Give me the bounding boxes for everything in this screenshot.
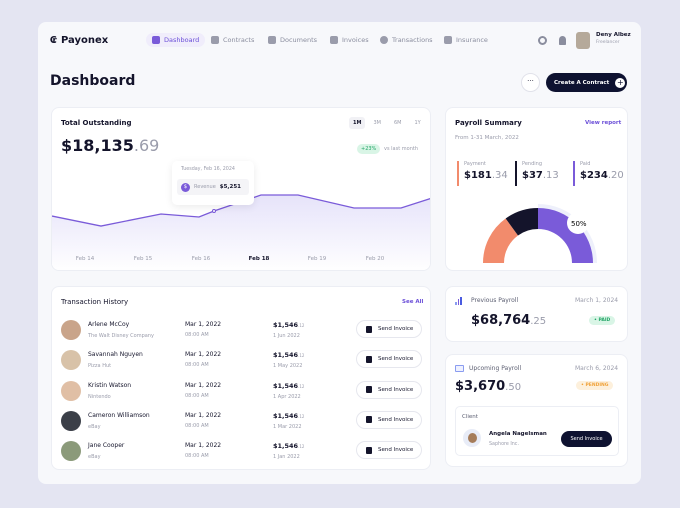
see-all-link[interactable]: See All [402, 299, 424, 305]
avatar [61, 320, 81, 340]
chart-tooltip: Tuesday, Feb 16, 2024 $ Revenue $5,251 [172, 161, 254, 205]
highlight-point [212, 209, 216, 213]
period-tabs: 1M 3M 6M 1Y [349, 117, 426, 129]
scan-icon [330, 36, 338, 44]
nav-documents[interactable]: Documents [268, 36, 317, 44]
transaction-row: Savannah Nguyen Pizza Hut Mar 1, 2022 08… [52, 350, 432, 380]
nav-insurance[interactable]: Insurance [444, 36, 488, 44]
send-invoice-button[interactable]: Send Invoice [561, 431, 612, 447]
transaction-history-card: Transaction History See All Arlene McCoy… [51, 286, 431, 470]
logo-icon: ₢ [50, 35, 57, 46]
user-avatar[interactable] [576, 32, 590, 49]
pending-badge: • PENDING [576, 381, 614, 390]
nav-transactions[interactable]: Transactions [380, 36, 433, 44]
invoice-icon [366, 325, 372, 333]
page-title: Dashboard [50, 73, 136, 89]
document-icon [268, 36, 276, 44]
send-invoice-button[interactable]: Send Invoice [356, 380, 422, 399]
invoice-icon [366, 355, 372, 363]
outstanding-amount: $18,135.69 [61, 136, 160, 155]
transaction-row: Jane Cooper eBay Mar 1, 2022 08:00 AM $1… [52, 441, 432, 471]
payroll-summary-card: Payroll Summary View report From 1-31 Ma… [445, 107, 628, 271]
x-tick-label: Feb 18 [249, 256, 270, 262]
upcoming-payroll-card: Upcoming Payroll March 6, 2024 $3,670.50… [445, 354, 628, 467]
change-badge: +23% [357, 144, 381, 154]
transaction-row: Cameron Williamson eBay Mar 1, 2022 08:0… [52, 410, 432, 441]
logo[interactable]: ₢ Payonex [50, 35, 109, 46]
x-tick-label: Feb 15 [134, 256, 153, 262]
period-1m[interactable]: 1M [349, 117, 366, 129]
payroll-gauge: 50% [483, 204, 597, 263]
invoice-icon [366, 446, 372, 454]
total-outstanding-card: Total Outstanding $18,135.69 1M 3M 6M 1Y… [51, 107, 431, 271]
x-tick-label: Feb 14 [76, 256, 95, 262]
invoice-icon [366, 416, 372, 424]
invoice-icon [366, 386, 372, 394]
x-tick-label: Feb 20 [366, 256, 385, 262]
send-invoice-button[interactable]: Send Invoice [356, 441, 422, 460]
gauge-label: 50% [571, 220, 587, 228]
client-avatar [463, 429, 481, 447]
gauge-payment [483, 218, 519, 263]
home-icon [152, 36, 160, 44]
more-button[interactable]: ··· [521, 73, 540, 92]
pen-icon [211, 36, 219, 44]
shield-icon [380, 36, 388, 44]
payroll-item-paid: Paid $234.20 [573, 161, 624, 186]
transaction-row: Arlene McCoy The Walt Disney Company Mar… [52, 320, 432, 350]
card-icon [444, 36, 452, 44]
send-invoice-button[interactable]: Send Invoice [356, 410, 422, 429]
avatar [61, 441, 81, 462]
period-6m[interactable]: 6M [393, 120, 402, 126]
avatar [61, 380, 81, 401]
period-1y[interactable]: 1Y [414, 120, 421, 126]
avatar [61, 350, 81, 371]
bell-icon[interactable] [559, 36, 566, 45]
payroll-item-pending: Pending $37.13 [515, 161, 559, 186]
nav-contracts[interactable]: Contracts [211, 36, 254, 44]
transaction-row: Kristin Watson Nintendo Mar 1, 2022 08:0… [52, 380, 432, 411]
x-tick-label: Feb 16 [192, 256, 211, 262]
period-3m[interactable]: 3M [373, 120, 381, 126]
payroll-item-payment: Payment $181.34 [457, 161, 508, 186]
calendar-icon [455, 365, 464, 372]
user-info: Deny Albez Freelancer [596, 32, 631, 45]
gauge-pending [505, 208, 538, 236]
upcoming-payroll-amount: $3,670.50 [455, 379, 522, 394]
dollar-icon: $ [181, 182, 190, 192]
bar-chart-icon [455, 297, 462, 305]
client-box: Client Angela Nagelsman Saphore Inc. Sen… [455, 406, 619, 456]
previous-payroll-card: Previous Payroll March 1, 2024 $68,764.2… [445, 286, 628, 342]
paid-badge: • PAID [589, 316, 616, 325]
gauge-paid [538, 208, 593, 263]
send-invoice-button[interactable]: Send Invoice [356, 320, 422, 338]
nav-dashboard[interactable]: Dashboard [146, 33, 206, 47]
nav-invoices[interactable]: Invoices [330, 36, 369, 44]
previous-payroll-amount: $68,764.25 [471, 313, 547, 328]
avatar [61, 410, 81, 431]
send-invoice-button[interactable]: Send Invoice [356, 350, 422, 369]
revenue-chart: Feb 14 Feb 15 Feb 16 Feb 18 Feb 19 Feb 20 [52, 194, 430, 270]
settings-icon[interactable] [538, 36, 547, 45]
x-tick-label: Feb 19 [308, 256, 327, 262]
plus-icon: + [615, 77, 626, 88]
create-contract-button[interactable]: Create A Contract + [546, 73, 627, 92]
view-report-link[interactable]: View report [585, 120, 622, 126]
revenue-area [52, 195, 430, 270]
